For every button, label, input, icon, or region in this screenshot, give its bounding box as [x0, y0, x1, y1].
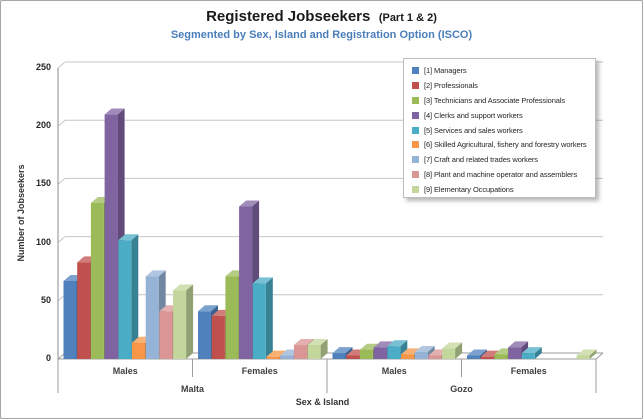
gridline-nub-100	[57, 236, 66, 243]
legend-item-label: [1] Managers	[424, 65, 467, 75]
gridline-nub-150	[57, 178, 66, 185]
legend-swatch-icon	[412, 96, 419, 104]
legend-swatch-icon	[412, 186, 419, 194]
legend-swatch-icon	[412, 81, 419, 89]
chart-subtitle: Segmented by Sex, Island and Registratio…	[170, 29, 473, 41]
legend-item-label: [2] Professionals	[424, 80, 478, 90]
legend-item-1: [1] Managers	[404, 63, 595, 78]
legend-item-3: [3] Technicians and Associate Profession…	[404, 93, 595, 108]
bar-gozo-males-s9	[442, 342, 463, 359]
x-label-gozo-females: Females	[510, 366, 547, 376]
legend-swatch-icon	[412, 156, 419, 164]
x-axis-title: Sex & Island	[295, 397, 350, 407]
bar-malta-females-s9	[307, 339, 328, 359]
x-label-malta-males: Males	[112, 366, 138, 376]
y-tick-250: 250	[35, 62, 51, 72]
chart-title: Registered Jobseekers (Part 1 & 2)	[1, 8, 642, 26]
x-label-malta-females: Females	[241, 366, 278, 376]
chart-title-suffix: (Part 1 & 2)	[378, 12, 437, 24]
legend-item-9: [9] Elementary Occupations	[404, 182, 595, 197]
bar-malta-males-s5	[118, 234, 139, 359]
y-tick-150: 150	[35, 178, 51, 189]
legend-item-label: [5] Services and sales workers	[424, 125, 523, 135]
legend-item-6: [6] Skilled Agricultural, fishery and fo…	[404, 137, 595, 152]
legend-swatch-icon	[412, 126, 419, 134]
legend-item-8: [8] Plant and machine operator and assem…	[404, 167, 595, 182]
x-label-island-malta: Malta	[180, 384, 204, 394]
bar-gozo-females-s5	[521, 347, 542, 359]
legend-swatch-icon	[412, 141, 419, 149]
y-tick-50: 50	[40, 294, 51, 305]
legend-item-label: [7] Craft and related trades workers	[424, 155, 538, 165]
chart-title-main: Registered Jobseekers	[206, 8, 371, 25]
legend-item-7: [7] Craft and related trades workers	[404, 152, 595, 167]
y-tick-200: 200	[35, 120, 51, 131]
legend-swatch-icon	[412, 171, 419, 179]
legend-item-label: [3] Technicians and Associate Profession…	[424, 95, 566, 105]
legend-item-label: [4] Clerks and support workers	[424, 110, 523, 120]
legend-swatch-icon	[412, 111, 419, 119]
y-tick-100: 100	[35, 236, 51, 247]
legend-item-label: [9] Elementary Occupations	[424, 185, 514, 195]
bar-gozo-females-s9	[576, 349, 597, 359]
y-tick-0: 0	[45, 353, 51, 363]
floor-right-edge	[595, 352, 604, 360]
legend-swatch-icon	[412, 66, 419, 74]
legend-item-4: [4] Clerks and support workers	[404, 108, 595, 123]
legend-item-label: [8] Plant and machine operator and assem…	[424, 170, 578, 180]
legend-box: [1] Managers [2] Professionals [3] Technic…	[403, 58, 596, 198]
legend-item-label: [6] Skilled Agricultural, fishery and fo…	[424, 140, 587, 150]
x-label-gozo-males: Males	[381, 366, 407, 376]
bar-malta-males-s9	[173, 284, 194, 359]
legend-item-2: [2] Professionals	[404, 78, 595, 93]
gridline-nub-250	[57, 61, 66, 69]
legend-item-5: [5] Services and sales workers	[404, 123, 595, 138]
bar-malta-females-s5	[252, 277, 273, 359]
x-label-island-gozo: Gozo	[450, 384, 473, 394]
gridline-nub-200	[57, 119, 66, 127]
